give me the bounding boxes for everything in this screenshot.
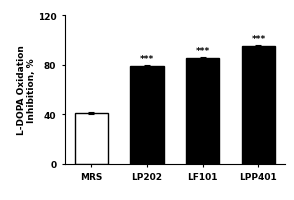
Bar: [242, 47, 275, 164]
Text: ***: ***: [140, 55, 154, 64]
Bar: [75, 113, 108, 164]
Bar: [186, 59, 220, 164]
Text: ***: ***: [251, 35, 265, 44]
Bar: [130, 67, 164, 164]
Y-axis label: L-DOPA Oxidation
Inhibition, %: L-DOPA Oxidation Inhibition, %: [17, 45, 36, 135]
Text: ***: ***: [196, 47, 210, 56]
